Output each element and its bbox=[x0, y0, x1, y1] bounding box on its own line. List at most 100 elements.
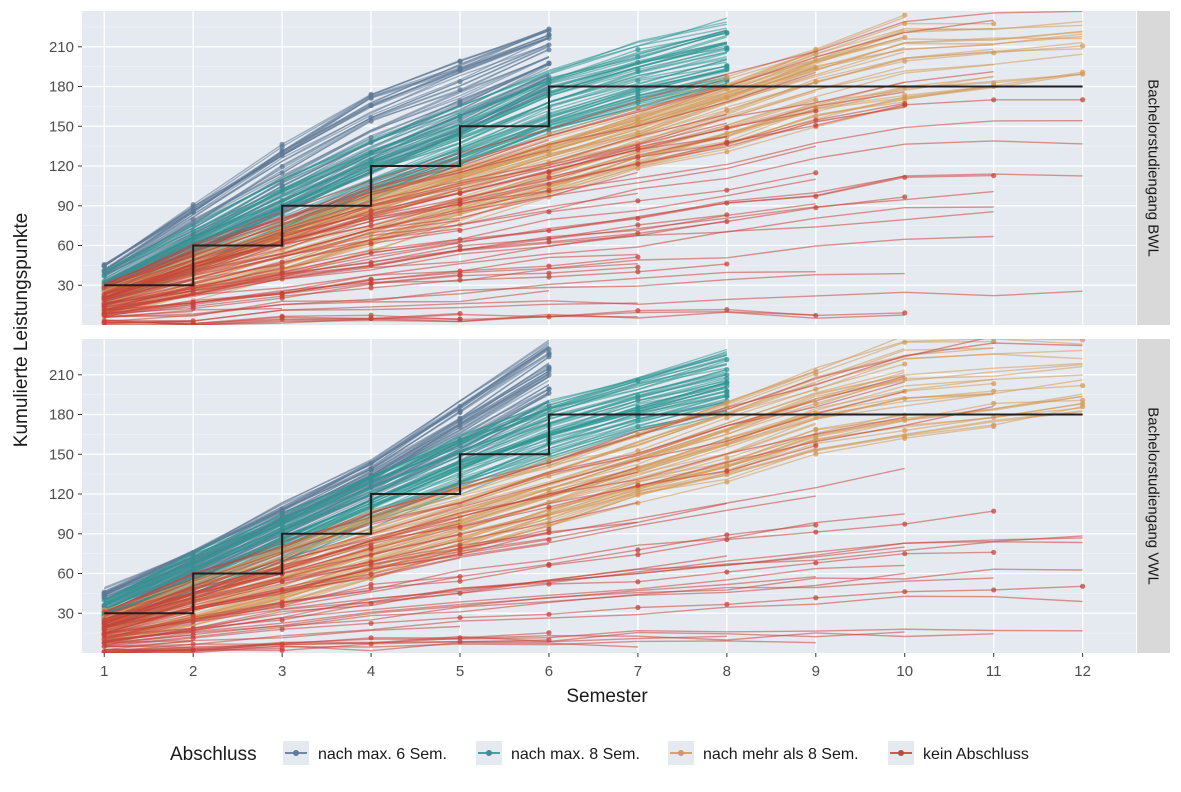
series-line bbox=[103, 42, 728, 282]
series-line bbox=[103, 11, 1083, 287]
data-point bbox=[902, 333, 907, 338]
y-tick-label: 150 bbox=[49, 446, 74, 463]
legend-key-point bbox=[898, 750, 904, 756]
x-tick-label: 7 bbox=[634, 663, 642, 680]
series-line bbox=[104, 104, 905, 318]
data-point bbox=[635, 254, 641, 260]
series-line bbox=[104, 625, 461, 651]
series-line bbox=[104, 263, 727, 317]
legend-entry: nach max. 6 Sem. bbox=[283, 741, 447, 765]
y-tick-label: 90 bbox=[57, 198, 74, 215]
y-tick-label: 180 bbox=[49, 79, 74, 96]
series-line bbox=[104, 585, 1083, 647]
y-tick-label: 120 bbox=[49, 158, 74, 175]
series-line bbox=[104, 211, 994, 311]
series-line bbox=[103, 71, 994, 296]
series-line bbox=[103, 45, 728, 286]
data-point bbox=[1080, 583, 1086, 589]
series-line bbox=[103, 376, 728, 618]
series-line bbox=[104, 271, 816, 323]
series-line bbox=[104, 214, 727, 311]
series-line bbox=[104, 602, 194, 627]
series-line bbox=[104, 190, 994, 312]
series-line bbox=[104, 502, 728, 632]
series-line bbox=[103, 445, 816, 623]
series-line bbox=[103, 363, 905, 619]
series-line bbox=[103, 37, 550, 274]
legend-title: Abschluss bbox=[170, 744, 257, 765]
x-tick-label: 5 bbox=[456, 663, 464, 680]
series-line bbox=[104, 622, 194, 640]
legend-key-point bbox=[293, 750, 299, 756]
series-line bbox=[103, 113, 728, 293]
series-line bbox=[104, 393, 994, 630]
series-line bbox=[103, 358, 728, 601]
series-line bbox=[104, 645, 194, 648]
reference-step-line bbox=[104, 85, 1083, 287]
y-axis-label: Kumulierte Leistungspunkte bbox=[11, 213, 32, 447]
data-point bbox=[1080, 69, 1086, 75]
legend-entries: nach max. 6 Sem. nach max. 8 Sem. nach meh… bbox=[283, 741, 1029, 765]
x-axis-label: Semester bbox=[566, 686, 648, 707]
legend-key-point bbox=[486, 750, 492, 756]
data-point bbox=[902, 12, 908, 18]
x-tick-label: 3 bbox=[278, 663, 286, 680]
data-point bbox=[635, 264, 641, 270]
series-line bbox=[104, 145, 816, 301]
series-line bbox=[104, 407, 1083, 645]
series-line bbox=[104, 402, 1083, 640]
legend-entry-label: nach mehr als 8 Sem. bbox=[703, 746, 859, 763]
panel-1: 30 60 90 120 150 180 210 Bachelorstudiengang BW… bbox=[49, 11, 1170, 325]
series-line bbox=[104, 203, 461, 296]
x-tick-label: 1 bbox=[100, 663, 108, 680]
series-line bbox=[103, 41, 728, 286]
data-point bbox=[457, 316, 463, 322]
data-point bbox=[1080, 43, 1086, 49]
legend-entry-label: nach max. 8 Sem. bbox=[511, 746, 640, 763]
y-tick-label: 60 bbox=[57, 238, 74, 255]
y-tick-label: 210 bbox=[49, 367, 74, 384]
facet-strip bbox=[1137, 339, 1170, 653]
y-tick-label: 90 bbox=[57, 526, 74, 543]
series-line bbox=[104, 403, 1083, 641]
series-line bbox=[104, 206, 994, 308]
series-line bbox=[103, 367, 728, 612]
series-line bbox=[103, 354, 728, 602]
series-line bbox=[104, 173, 1083, 304]
x-tick-label: 9 bbox=[812, 663, 820, 680]
series-line bbox=[103, 341, 550, 590]
series-line bbox=[103, 63, 550, 280]
y-tick-label: 180 bbox=[49, 407, 74, 424]
series-line bbox=[103, 30, 728, 283]
series-line bbox=[104, 648, 194, 653]
series-line bbox=[104, 310, 816, 325]
y-tick-label: 60 bbox=[57, 566, 74, 583]
legend-key-point bbox=[678, 750, 684, 756]
series-line bbox=[104, 595, 1083, 648]
facet-strip bbox=[1137, 11, 1170, 325]
series-line bbox=[104, 524, 816, 635]
series-line bbox=[104, 310, 194, 318]
series-line bbox=[104, 641, 638, 653]
series-line bbox=[104, 555, 728, 639]
data-point bbox=[902, 100, 908, 107]
series-line bbox=[104, 467, 905, 627]
series-line bbox=[103, 27, 728, 273]
series-line bbox=[104, 538, 550, 631]
series-line bbox=[104, 546, 905, 642]
y-tick-label: 120 bbox=[49, 486, 74, 503]
legend-entry-label: kein Abschluss bbox=[923, 746, 1029, 763]
series-line bbox=[103, 29, 728, 283]
data-point bbox=[279, 264, 285, 270]
series-line bbox=[104, 635, 727, 653]
legend: Abschluss nach max. 6 Sem. nach max. 8 Se… bbox=[170, 741, 1029, 765]
series-line bbox=[104, 576, 816, 642]
series-line bbox=[103, 48, 728, 288]
series-line bbox=[103, 28, 550, 267]
x-tick-label: 10 bbox=[896, 663, 913, 680]
series-line bbox=[104, 572, 905, 646]
series-line bbox=[103, 362, 728, 605]
data-point bbox=[1080, 404, 1086, 410]
